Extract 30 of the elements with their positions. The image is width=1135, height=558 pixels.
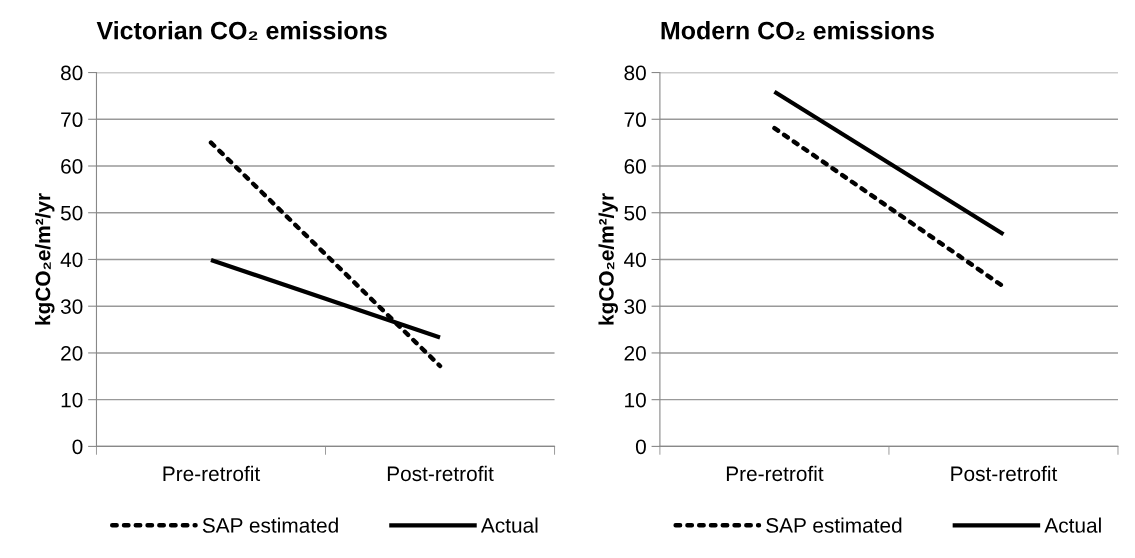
x-tick-label: Post-retrofit xyxy=(951,465,1058,482)
y-tick-label: 70 xyxy=(624,112,646,128)
y-tick-label: 10 xyxy=(625,392,646,408)
x-tick-label: Post-retrofit xyxy=(387,465,494,482)
y-tick-label: 10 xyxy=(61,392,83,408)
y-tick-label: 0 xyxy=(635,439,646,455)
y-tick-label: 20 xyxy=(624,345,646,361)
y-tick-label: 50 xyxy=(60,205,83,221)
chart-title: Victorian CO₂ emissions xyxy=(96,21,387,40)
chart-title: Modern CO₂ emissions xyxy=(661,21,934,40)
y-tick-label: 40 xyxy=(60,252,83,268)
y-tick-label: 0 xyxy=(72,439,83,455)
y-tick-label: 60 xyxy=(61,159,83,174)
y-tick-label: 80 xyxy=(624,65,646,81)
y-tick-label: 40 xyxy=(624,252,646,268)
y-tick-label: 30 xyxy=(60,299,83,314)
y-tick-label: 60 xyxy=(624,159,646,174)
legend-label: SAP estimated xyxy=(766,517,902,533)
legend-label: SAP estimated xyxy=(202,517,338,533)
y-axis-title: kgCO₂e/m²/yr xyxy=(35,193,55,325)
y-tick-label: 30 xyxy=(624,299,646,314)
y-axis-title: kgCO₂e/m²/yr xyxy=(598,193,618,325)
y-tick-label: 80 xyxy=(61,65,83,81)
x-tick-label: Pre-retrofit xyxy=(726,465,824,482)
y-tick-label: 20 xyxy=(61,345,83,361)
x-tick-label: Pre-retrofit xyxy=(163,465,261,482)
legend-label: Actual xyxy=(1044,517,1101,533)
y-tick-label: 50 xyxy=(624,205,646,221)
legend-label: Actual xyxy=(480,517,538,533)
y-tick-label: 70 xyxy=(61,112,83,128)
